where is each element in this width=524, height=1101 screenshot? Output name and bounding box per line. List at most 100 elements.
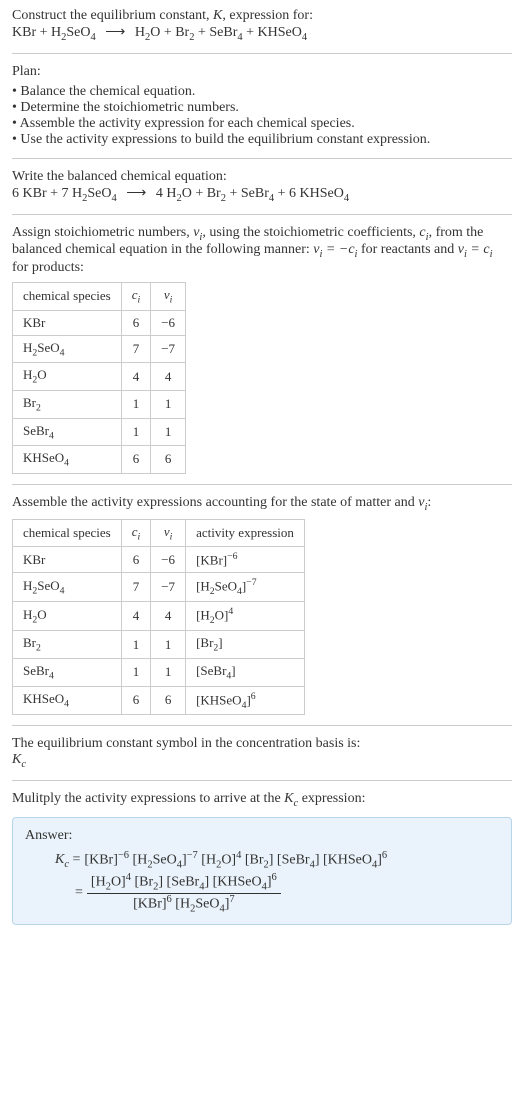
assign-text-4: for reactants and	[357, 242, 457, 257]
reaction-rhs: H2O + Br2 + SeBr4 + KHSeO4	[135, 25, 307, 40]
col-ci: ci	[121, 519, 151, 547]
table-row: SeBr411	[13, 418, 186, 446]
plan-title: Plan:	[12, 64, 512, 80]
table-row: Br211[Br2]	[13, 631, 305, 659]
cell-activity: [Br2]	[186, 631, 305, 659]
answer-numerator: [H2O]4 [Br2] [SeBr4] [KHSeO4]6	[87, 872, 281, 893]
cell-c: 6	[121, 310, 151, 335]
plan-section: Plan: Balance the chemical equation. Det…	[12, 64, 512, 148]
table-row: KBr6−6	[13, 310, 186, 335]
cell-c: 7	[121, 573, 151, 602]
divider	[12, 484, 512, 485]
cell-species: Br2	[13, 390, 122, 418]
table-row: KHSeO466[KHSeO4]6	[13, 686, 305, 715]
cell-c: 1	[121, 658, 151, 686]
table-row: H2O44[H2O]4	[13, 602, 305, 631]
table-row: KBr6−6[KBr]−6	[13, 547, 305, 573]
divider	[12, 158, 512, 159]
assemble-text: Assemble the activity expressions accoun…	[12, 495, 512, 513]
plan-list: Balance the chemical equation. Determine…	[12, 84, 512, 148]
assign-text-2: , using the stoichiometric coefficients,	[202, 225, 419, 240]
assemble-section: Assemble the activity expressions accoun…	[12, 495, 512, 716]
cell-species: KBr	[13, 547, 122, 573]
cell-c: 7	[121, 335, 151, 363]
cell-n: 4	[151, 602, 186, 631]
balanced-title: Write the balanced chemical equation:	[12, 169, 512, 185]
cell-species: KHSeO4	[13, 686, 122, 715]
balanced-lhs: 6 KBr + 7 H2SeO4	[12, 186, 117, 201]
answer-fraction: [H2O]4 [Br2] [SeBr4] [KHSeO4]6 [KBr]6 [H…	[87, 872, 281, 914]
col-activity: activity expression	[186, 519, 305, 547]
plan-item: Use the activity expressions to build th…	[12, 132, 512, 148]
table-row: KHSeO466	[13, 446, 186, 474]
cell-n: 1	[151, 658, 186, 686]
cell-activity: [KBr]−6	[186, 547, 305, 573]
answer-lhs: Kc =	[55, 850, 80, 870]
table-row: H2SeO47−7	[13, 335, 186, 363]
symbol-text: The equilibrium constant symbol in the c…	[12, 736, 512, 752]
cell-c: 4	[121, 363, 151, 391]
answer-box: Answer: Kc = [KBr]−6 [H2SeO4]−7 [H2O]4 […	[12, 817, 512, 925]
cell-n: −7	[151, 335, 186, 363]
cell-n: −6	[151, 547, 186, 573]
col-nui: νi	[151, 519, 186, 547]
col-nui: νi	[151, 283, 186, 311]
assign-eq1: νi = −ci	[313, 242, 357, 257]
divider	[12, 53, 512, 54]
cell-species: Br2	[13, 631, 122, 659]
assign-eq2: νi = ci	[458, 242, 493, 257]
cell-c: 1	[121, 418, 151, 446]
cell-n: 1	[151, 390, 186, 418]
multiply-text: Mulitply the activity expressions to arr…	[12, 791, 284, 806]
reaction-arrow: ⟶	[99, 25, 131, 40]
cell-species: H2O	[13, 602, 122, 631]
reaction-lhs: KBr + H2SeO4	[12, 25, 96, 40]
cell-n: 4	[151, 363, 186, 391]
table-header-row: chemical species ci νi	[13, 283, 186, 311]
cell-c: 6	[121, 446, 151, 474]
plan-item: Determine the stoichiometric numbers.	[12, 100, 512, 116]
intro: Construct the equilibrium constant, K, e…	[12, 8, 512, 43]
cell-activity: [SeBr4]	[186, 658, 305, 686]
intro-text-1b: , expression for:	[222, 8, 313, 23]
symbol-section: The equilibrium constant symbol in the c…	[12, 736, 512, 770]
intro-k: K	[213, 8, 222, 23]
cell-c: 6	[121, 547, 151, 573]
answer-eq2: =	[75, 885, 83, 901]
cell-activity: [H2O]4	[186, 602, 305, 631]
col-species: chemical species	[13, 283, 122, 311]
intro-text-1: Construct the equilibrium constant,	[12, 8, 213, 23]
table-row: H2SeO47−7[H2SeO4]−7	[13, 573, 305, 602]
cell-n: −6	[151, 310, 186, 335]
answer-eq-line1: Kc = [KBr]−6 [H2SeO4]−7 [H2O]4 [Br2] [Se…	[55, 850, 499, 870]
cell-species: SeBr4	[13, 658, 122, 686]
col-ci: ci	[121, 283, 151, 311]
cell-n: −7	[151, 573, 186, 602]
cell-activity: [H2SeO4]−7	[186, 573, 305, 602]
cell-species: H2SeO4	[13, 573, 122, 602]
assign-c: ci	[419, 225, 428, 240]
plan-item: Assemble the activity expression for eac…	[12, 116, 512, 132]
cell-species: H2O	[13, 363, 122, 391]
activity-table: chemical species ci νi activity expressi…	[12, 519, 305, 716]
table-header-row: chemical species ci νi activity expressi…	[13, 519, 305, 547]
cell-c: 4	[121, 602, 151, 631]
answer-denominator: [KBr]6 [H2SeO4]7	[87, 894, 281, 914]
multiply-section: Mulitply the activity expressions to arr…	[12, 791, 512, 809]
multiply-text2: expression:	[298, 791, 365, 806]
cell-species: KHSeO4	[13, 446, 122, 474]
table-row: SeBr411[SeBr4]	[13, 658, 305, 686]
cell-species: H2SeO4	[13, 335, 122, 363]
divider	[12, 780, 512, 781]
symbol-kc: Kc	[12, 752, 512, 770]
cell-n: 6	[151, 686, 186, 715]
cell-activity: [KHSeO4]6	[186, 686, 305, 715]
cell-n: 1	[151, 631, 186, 659]
plan-item: Balance the chemical equation.	[12, 84, 512, 100]
balanced-section: Write the balanced chemical equation: 6 …	[12, 169, 512, 204]
assign-section: Assign stoichiometric numbers, νi , using…	[12, 225, 512, 474]
divider	[12, 214, 512, 215]
answer-rhs1: [KBr]−6 [H2SeO4]−7 [H2O]4 [Br2] [SeBr4] …	[84, 850, 387, 870]
cell-c: 6	[121, 686, 151, 715]
assign-text-1: Assign stoichiometric numbers,	[12, 225, 193, 240]
